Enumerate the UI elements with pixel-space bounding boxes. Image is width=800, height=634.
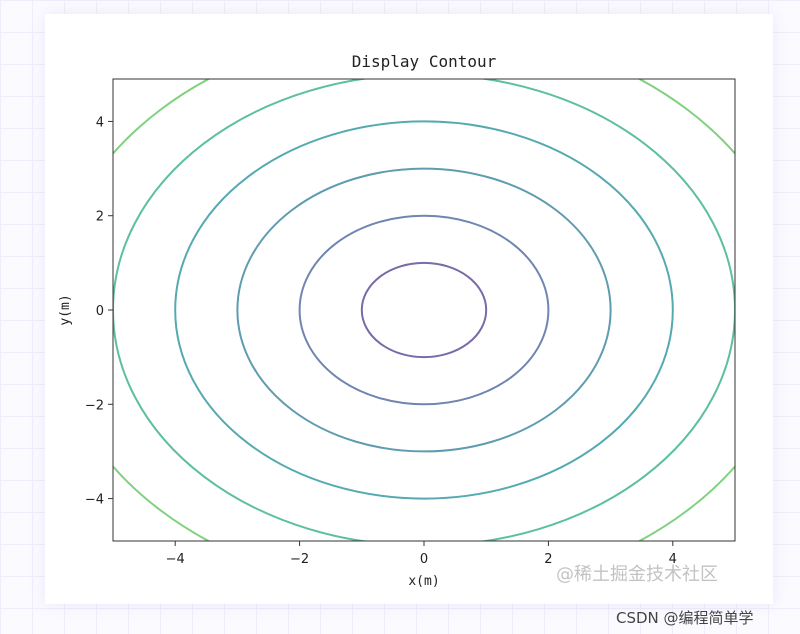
x-tick-label: −4: [166, 552, 185, 567]
x-axis-label: x(m): [408, 574, 439, 589]
contour-lines: [113, 79, 735, 541]
y-tick-label: −2: [85, 398, 104, 413]
y-axis-label: y(m): [58, 294, 73, 325]
contour-level-4: [174, 120, 674, 500]
x-tick-label: 4: [669, 552, 677, 567]
contour-level-3: [236, 167, 612, 453]
contour-level-6: [113, 79, 735, 541]
contour-level-7: [113, 79, 735, 541]
chart-title: Display Contour: [352, 52, 497, 71]
y-axis: −4 −2 0 2 4: [85, 115, 113, 508]
contour-level-5: [113, 79, 735, 541]
y-tick-label: 2: [96, 210, 104, 225]
contour-level-2: [298, 214, 550, 406]
chart-card: Display Contour −4 −2 0 2 4 −4 −2 0 2 4 x(m) y(m…: [45, 14, 773, 604]
x-tick-label: 0: [420, 552, 428, 567]
y-tick-label: 4: [96, 115, 104, 130]
contour-level-1: [360, 261, 488, 359]
x-tick-label: 2: [544, 552, 552, 567]
y-tick-label: 0: [96, 304, 104, 319]
watermark-csdn: CSDN @编程简单学: [616, 609, 754, 627]
x-tick-label: −2: [290, 552, 309, 567]
x-axis: −4 −2 0 2 4: [166, 541, 677, 567]
watermark-juejin: @稀土掘金技术社区: [556, 564, 718, 585]
plot-frame: [112, 78, 736, 542]
y-tick-label: −4: [85, 493, 104, 508]
contour-chart: Display Contour −4 −2 0 2 4 −4 −2 0 2 4 x(m) y(m…: [58, 52, 736, 589]
